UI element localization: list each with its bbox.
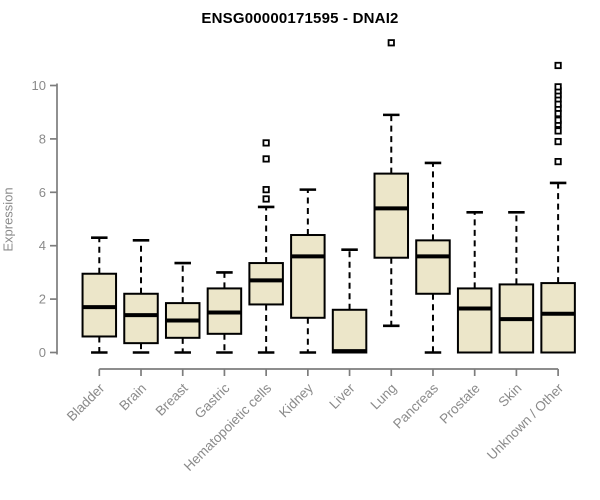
- box-unknown-other: [540, 61, 576, 354]
- box-gastric: [206, 271, 243, 354]
- iqr-box: [373, 172, 410, 259]
- y-tick-label: 8: [39, 131, 46, 146]
- y-axis: 0 2 4 6 8 10: [32, 78, 58, 360]
- x-category-label: Kidney: [276, 380, 316, 420]
- y-tick-label: 10: [32, 78, 46, 93]
- iqr-box: [456, 287, 493, 354]
- outlier-point: [262, 195, 270, 203]
- x-category-label: Lung: [368, 381, 400, 413]
- box-liver: [331, 248, 368, 354]
- outlier-point: [262, 139, 270, 147]
- outlier-point: [387, 39, 395, 47]
- outlier-point: [554, 61, 562, 70]
- box-breast: [164, 261, 201, 354]
- box-kidney: [290, 188, 326, 354]
- box-hematopoietic-cells: [248, 139, 284, 354]
- box-skin: [498, 211, 535, 354]
- outlier-point: [262, 155, 270, 163]
- x-category-label: Bladder: [64, 380, 108, 424]
- y-tick-label: 6: [39, 185, 46, 200]
- outlier-point: [554, 127, 562, 135]
- y-tick-label: 2: [39, 292, 46, 307]
- iqr-box: [290, 234, 326, 319]
- chart-title: ENSG00000171595 - DNAI2: [201, 10, 399, 27]
- y-tick-label: 0: [39, 345, 46, 360]
- iqr-box: [331, 308, 368, 354]
- x-category-label: Brain: [116, 381, 149, 414]
- iqr-box: [540, 282, 576, 354]
- outlier-point: [554, 83, 562, 91]
- iqr-box: [248, 262, 284, 306]
- iqr-box: [81, 272, 118, 338]
- outlier-point: [554, 137, 562, 146]
- box-bladder: [81, 236, 118, 354]
- outlier-point: [262, 186, 270, 194]
- x-category-label: Pancreas: [390, 380, 441, 431]
- iqr-box: [123, 292, 159, 345]
- x-category-label: Breast: [153, 380, 191, 418]
- y-tick-label: 4: [39, 238, 46, 253]
- x-category-label: Prostate: [437, 381, 483, 427]
- box-pancreas: [415, 161, 451, 354]
- x-category-label: Skin: [495, 381, 524, 410]
- x-category-label: Liver: [326, 380, 358, 412]
- iqr-box: [415, 239, 451, 295]
- outlier-point: [554, 116, 562, 124]
- x-category-label: Gastric: [192, 380, 233, 421]
- box-prostate: [456, 211, 493, 354]
- box-lung: [373, 39, 410, 328]
- x-category-label: Unknown / Other: [484, 380, 567, 463]
- box-brain: [123, 239, 159, 354]
- outlier-point: [554, 157, 562, 166]
